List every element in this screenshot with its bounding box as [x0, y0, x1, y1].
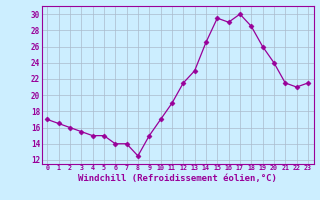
X-axis label: Windchill (Refroidissement éolien,°C): Windchill (Refroidissement éolien,°C): [78, 174, 277, 183]
